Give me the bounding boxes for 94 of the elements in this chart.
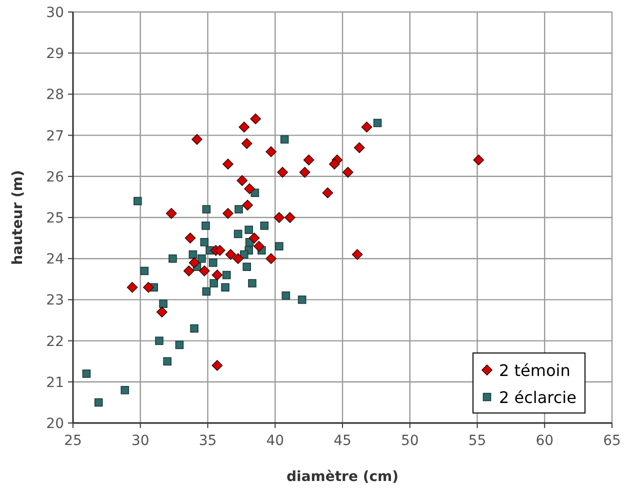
point bbox=[188, 257, 200, 268]
point bbox=[248, 232, 260, 244]
point bbox=[322, 187, 334, 198]
point bbox=[238, 122, 250, 132]
point bbox=[361, 122, 372, 132]
point bbox=[254, 240, 264, 252]
x-tick-label: 60 bbox=[536, 433, 554, 449]
point bbox=[166, 208, 177, 219]
x-tick-label: 50 bbox=[400, 433, 419, 449]
point bbox=[221, 283, 230, 292]
x-tick-label: 25 bbox=[64, 433, 82, 449]
point bbox=[214, 244, 226, 256]
point bbox=[244, 226, 253, 234]
y-tick-label: 26 bbox=[46, 169, 64, 186]
y-tick-label: 21 bbox=[46, 374, 64, 391]
x-tick-label: 35 bbox=[198, 433, 217, 449]
y-axis-title: hauteur (m) bbox=[10, 170, 26, 265]
point bbox=[232, 253, 244, 264]
y-tick-label: 27 bbox=[46, 128, 64, 144]
point bbox=[234, 205, 243, 214]
point bbox=[202, 205, 211, 214]
y-tick-label: 29 bbox=[46, 46, 64, 62]
point bbox=[159, 300, 168, 308]
y-tick-label: 20 bbox=[46, 416, 64, 432]
point bbox=[202, 222, 210, 230]
point bbox=[155, 336, 164, 345]
point bbox=[82, 370, 91, 378]
point bbox=[143, 282, 154, 293]
x-tick-label: 40 bbox=[266, 433, 284, 449]
point bbox=[473, 154, 484, 166]
point bbox=[210, 279, 218, 288]
point bbox=[94, 398, 103, 407]
x-tick-label: 30 bbox=[131, 433, 150, 449]
point bbox=[284, 212, 296, 223]
point bbox=[303, 154, 314, 166]
y-tick-label: 22 bbox=[46, 334, 64, 350]
point bbox=[188, 250, 198, 259]
point bbox=[248, 279, 256, 288]
point bbox=[198, 254, 206, 263]
y-tick-label: 30 bbox=[46, 5, 64, 21]
point bbox=[168, 254, 177, 263]
x-tick-label: 65 bbox=[603, 433, 621, 449]
point bbox=[225, 249, 236, 260]
point bbox=[250, 113, 261, 124]
point bbox=[222, 158, 234, 170]
y-tick-label: 28 bbox=[46, 87, 64, 104]
y-tick-label: 25 bbox=[46, 210, 64, 226]
point bbox=[277, 166, 288, 178]
point bbox=[298, 296, 306, 304]
point bbox=[299, 166, 310, 178]
point bbox=[266, 253, 276, 264]
point bbox=[342, 166, 354, 178]
y-tick-label: 24 bbox=[46, 252, 64, 268]
legend-label: 2 témoin bbox=[499, 361, 570, 380]
point bbox=[198, 266, 210, 276]
point bbox=[241, 138, 252, 149]
point bbox=[352, 249, 363, 260]
point bbox=[156, 306, 168, 318]
point bbox=[163, 357, 172, 366]
point bbox=[222, 208, 234, 219]
point bbox=[120, 386, 130, 394]
point bbox=[202, 287, 211, 296]
point bbox=[200, 238, 209, 246]
point bbox=[175, 340, 184, 350]
point bbox=[126, 282, 138, 293]
point bbox=[134, 196, 142, 206]
point bbox=[275, 242, 284, 250]
x-tick-label: 55 bbox=[468, 433, 486, 449]
y-tick-label: 23 bbox=[46, 292, 64, 309]
point bbox=[183, 266, 194, 276]
point bbox=[242, 200, 253, 211]
point bbox=[274, 212, 285, 223]
x-axis-title: diamètre (cm) bbox=[286, 469, 398, 485]
point bbox=[234, 230, 242, 238]
point bbox=[373, 118, 382, 128]
point bbox=[282, 291, 290, 300]
point bbox=[222, 270, 231, 280]
legend-label: 2 éclarcie bbox=[499, 388, 576, 407]
point bbox=[192, 134, 202, 145]
point bbox=[244, 183, 255, 194]
point bbox=[190, 324, 198, 333]
point bbox=[140, 266, 149, 276]
point bbox=[212, 360, 223, 371]
x-tick-label: 45 bbox=[334, 433, 352, 449]
point bbox=[184, 232, 196, 244]
point bbox=[236, 175, 248, 186]
point bbox=[280, 135, 289, 144]
point bbox=[242, 262, 251, 271]
point bbox=[266, 146, 276, 158]
point bbox=[329, 158, 340, 170]
point bbox=[354, 142, 365, 154]
point bbox=[208, 258, 218, 267]
point bbox=[260, 222, 268, 230]
point bbox=[212, 270, 223, 280]
